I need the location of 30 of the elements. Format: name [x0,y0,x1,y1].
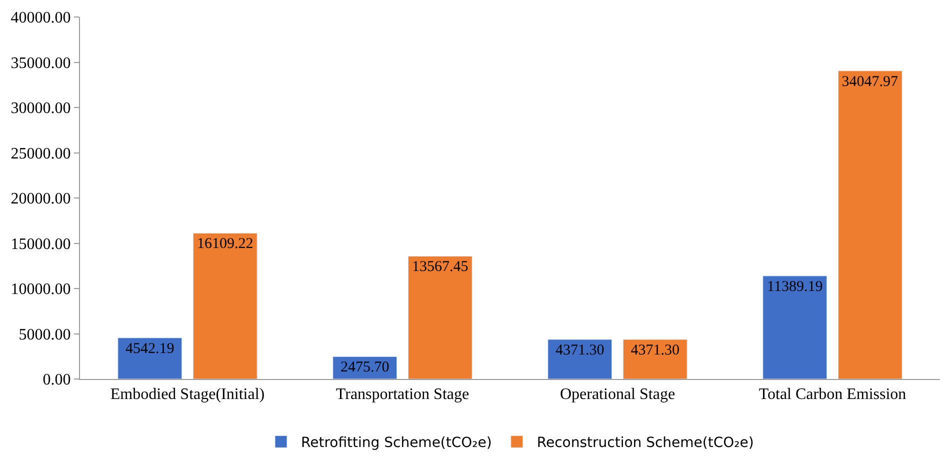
bar [118,338,182,379]
legend-label: Retrofitting Scheme(tCO₂e) [301,435,492,452]
text: 34047.97 [842,74,898,90]
y-tick-label: 0.00 [42,372,71,389]
bar [192,232,258,379]
bar [408,256,472,379]
y-tick-label: 25000.00 [10,145,71,162]
bar [622,339,688,379]
text: 2475.70 [340,360,390,376]
x-tick-label: Total Carbon Emission [758,386,906,404]
legend-label: Reconstruction Scheme(tCO₂e) [536,435,754,452]
y-tick-label: 10000.00 [10,281,71,298]
y-tick-label: 40000.00 [10,10,71,27]
y-tick-label: 20000.00 [10,190,71,208]
text: 4542.19 [126,340,174,357]
bar [838,70,902,379]
y-tick-label: 15000.00 [10,236,71,253]
x-tick-label: Transportation Stage [336,386,470,404]
y-tick-label: 30000.00 [10,100,71,118]
bar [548,339,612,379]
bar [762,276,828,379]
text: 4371.30 [556,342,604,358]
x-tick-label: Operational Stage [560,386,676,404]
y-tick-label: 35000.00 [10,54,71,72]
text: 13567.45 [412,259,468,276]
text: 4371.30 [630,342,680,358]
text: 16109.22 [197,236,254,252]
x-tick-label: Embodied Stage(Initial) [110,386,265,404]
text: 11389.19 [767,278,823,295]
y-tick-label: 5000.00 [18,326,71,344]
